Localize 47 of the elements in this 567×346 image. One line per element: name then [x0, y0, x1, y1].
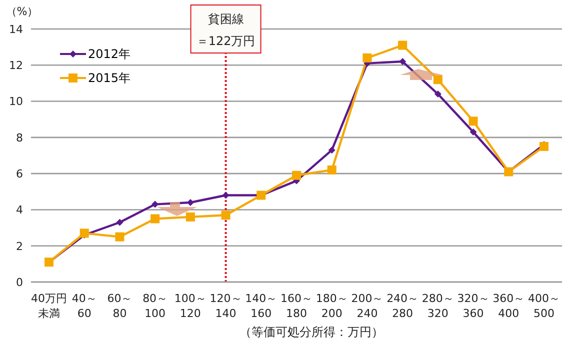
point [328, 146, 336, 154]
x-tick-label: 200～240 [350, 291, 384, 321]
y-tick-label: 10 [9, 95, 23, 108]
point [222, 192, 230, 199]
x-axis-title: （等価可処分所得：万円） [240, 325, 384, 339]
x-tick-label: 80～100 [142, 291, 169, 321]
point [152, 200, 159, 208]
point [540, 142, 548, 151]
point [116, 218, 124, 226]
x-tick-label: 140～160 [244, 291, 278, 321]
x-tick-label: 180～200 [314, 291, 349, 321]
x-tick-label: 360～400 [492, 291, 526, 321]
x-tick-label: 160～180 [280, 291, 314, 321]
point [398, 40, 408, 50]
point [327, 165, 336, 174]
point [468, 116, 478, 126]
point [186, 212, 195, 222]
y-tick-label: 14 [9, 22, 23, 36]
x-tick-label: 40～60 [70, 291, 98, 321]
ref-line-label: 貧困線＝122万円 [196, 12, 256, 48]
point [115, 232, 124, 242]
y-tick-label: 0 [16, 276, 23, 289]
y-tick-label: 8 [16, 131, 23, 144]
x-tick-label: 280～320 [420, 291, 455, 321]
point [434, 90, 442, 98]
point [221, 210, 230, 220]
x-tick-label: 120～140 [208, 291, 243, 321]
x-tick-label: 60～80 [106, 291, 134, 321]
x-tick-label: 320～360 [456, 291, 490, 321]
y-axis-title: （%） [6, 5, 38, 18]
point [150, 214, 160, 224]
point [399, 58, 406, 66]
x-tick-label: 240～280 [386, 291, 420, 321]
y-tick-label: 12 [9, 59, 23, 72]
point [470, 128, 477, 136]
x-tick-label: 400～500 [527, 291, 561, 321]
y-tick-label: 6 [16, 167, 23, 180]
y-tick-label: 2 [16, 240, 23, 253]
point [433, 75, 442, 84]
x-tick-label: 100～120 [173, 291, 208, 321]
point [80, 228, 89, 238]
point [362, 53, 372, 62]
x-tick-label: 40万円未満 [31, 291, 67, 321]
legend-label: 2012年 [88, 46, 131, 62]
legend-label: 2015年 [88, 70, 131, 86]
y-tick-label: 4 [16, 204, 23, 217]
point [292, 170, 301, 180]
